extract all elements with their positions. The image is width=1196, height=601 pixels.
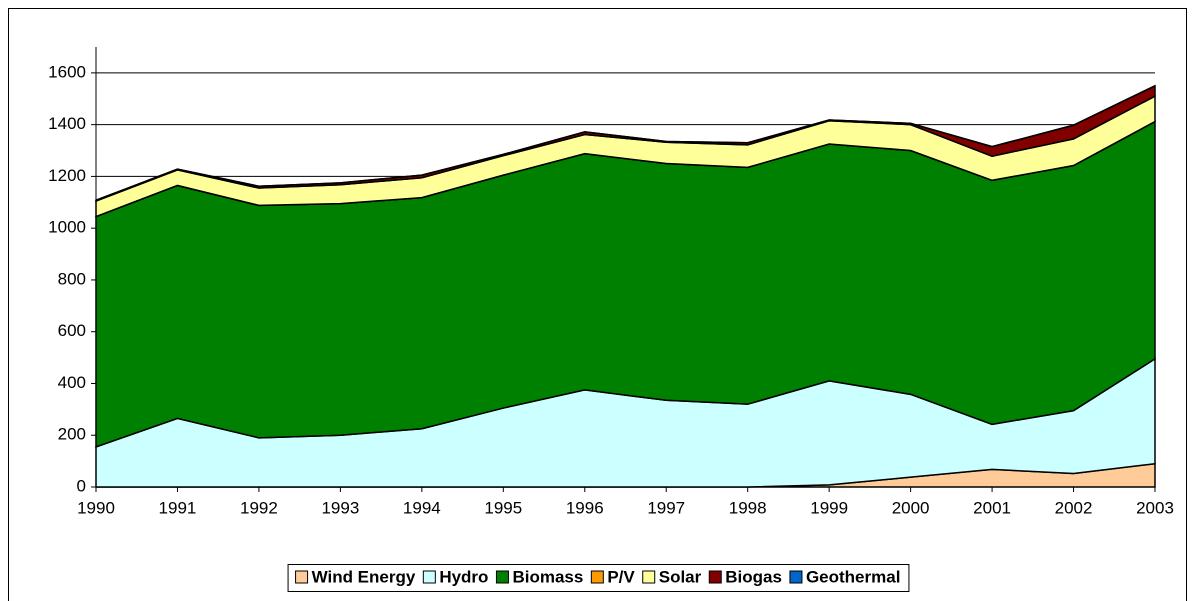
x-tick-label: 1998: [729, 498, 767, 517]
y-tick-label: 200: [58, 425, 86, 444]
x-tick-label: 1992: [240, 498, 278, 517]
legend-label: P/V: [607, 567, 635, 586]
x-tick-label: 1990: [77, 498, 115, 517]
y-tick-label: 1000: [48, 218, 86, 237]
legend-label: Wind Energy: [312, 567, 416, 586]
y-tick-label: 600: [58, 321, 86, 340]
x-tick-label: 2000: [892, 498, 930, 517]
y-tick-label: 1200: [48, 166, 86, 185]
chart-border: [8, 8, 1187, 601]
y-tick-label: 800: [58, 269, 86, 288]
legend-swatch: [590, 570, 604, 584]
x-tick-label: 1997: [647, 498, 685, 517]
x-tick-label: 1991: [159, 498, 197, 517]
legend-swatch: [422, 570, 436, 584]
x-tick-label: 1995: [484, 498, 522, 517]
legend-label: Hydro: [439, 567, 488, 586]
x-tick-label: 1993: [321, 498, 359, 517]
y-tick-label: 0: [77, 476, 86, 495]
legend-swatch: [642, 570, 656, 584]
legend-label: Biomass: [512, 567, 583, 586]
x-tick-label: 2002: [1055, 498, 1093, 517]
legend-swatch: [708, 570, 722, 584]
x-tick-label: 2003: [1136, 498, 1174, 517]
x-tick-label: 1994: [403, 498, 441, 517]
y-tick-label: 400: [58, 373, 86, 392]
y-tick-label: 1600: [48, 62, 86, 81]
y-tick-label: 1400: [48, 114, 86, 133]
legend-swatch: [495, 570, 509, 584]
legend-swatch: [295, 570, 309, 584]
x-tick-label: 1996: [566, 498, 604, 517]
legend-label: Biogas: [725, 567, 782, 586]
legend-label: Geothermal: [806, 567, 900, 586]
legend-label: Solar: [659, 567, 702, 586]
area: [95, 85, 1156, 201]
x-tick-label: 2001: [973, 498, 1011, 517]
legend: Wind Energy Hydro Biomass P/V Solar Biogas Geo…: [287, 564, 910, 592]
x-tick-label: 1999: [810, 498, 848, 517]
legend-swatch: [789, 570, 803, 584]
